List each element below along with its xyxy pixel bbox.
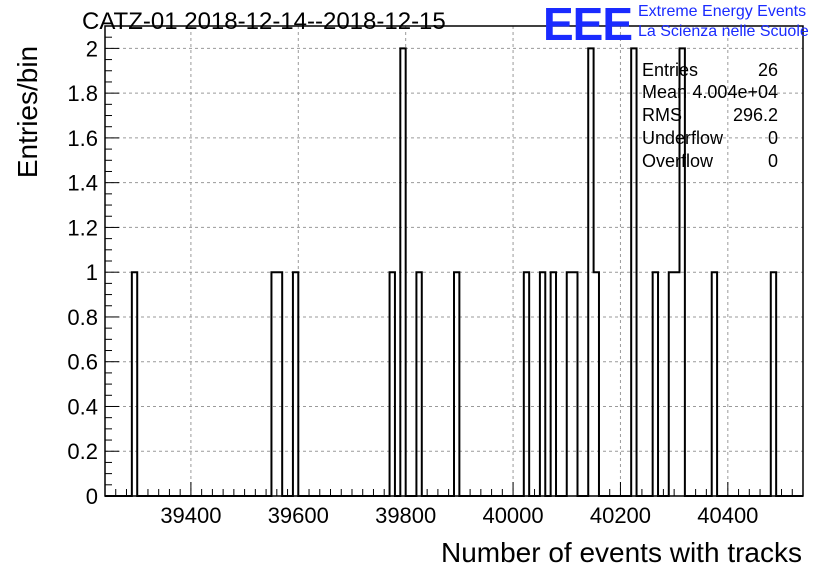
stat-mean-value: 4.004e+04 <box>692 82 778 102</box>
y-tick-label: 1.4 <box>67 171 98 196</box>
y-tick-label: 2 <box>86 36 98 61</box>
x-axis-label: Number of events with tracks <box>440 537 802 568</box>
y-tick-label: 0.6 <box>67 350 98 375</box>
stat-overflow-value: 0 <box>767 151 778 171</box>
x-tick-label: 40200 <box>590 503 651 528</box>
y-tick-label: 1.6 <box>67 126 98 151</box>
eee-logo: EEE <box>543 0 633 50</box>
stat-rms-label: RMS <box>642 105 682 125</box>
x-tick-label: 39400 <box>160 503 221 528</box>
logo-line-1: Extreme Energy Events <box>638 3 807 20</box>
stat-mean-label: Mean <box>642 82 688 102</box>
stat-overflow-label: Overflow <box>642 151 714 171</box>
logo-line-2: La Scienza nelle Scuole <box>638 23 809 40</box>
y-tick-label: 1.8 <box>67 81 98 106</box>
x-tick-label: 40400 <box>697 503 758 528</box>
x-tick-label: 39600 <box>268 503 329 528</box>
chart-title: CATZ-01 2018-12-14--2018-12-15 <box>82 8 446 35</box>
y-tick-label: 0.4 <box>67 394 98 419</box>
y-tick-label: 0 <box>86 484 98 509</box>
histogram-bin <box>674 272 679 496</box>
y-tick-label: 1.2 <box>67 215 98 240</box>
stat-rms-value: 296.2 <box>732 105 778 125</box>
stat-entries-label: Entries <box>642 60 699 80</box>
y-tick-label: 0.2 <box>67 439 98 464</box>
stat-underflow-label: Underflow <box>642 128 724 148</box>
y-axis-label: Entries/bin <box>12 45 43 179</box>
x-tick-label: 40000 <box>482 503 543 528</box>
y-tick-label: 1 <box>86 260 98 285</box>
stat-underflow-value: 0 <box>767 128 778 148</box>
stat-entries-value: 26 <box>757 60 778 80</box>
x-tick-label: 39800 <box>375 503 436 528</box>
y-tick-label: 0.8 <box>67 305 98 330</box>
